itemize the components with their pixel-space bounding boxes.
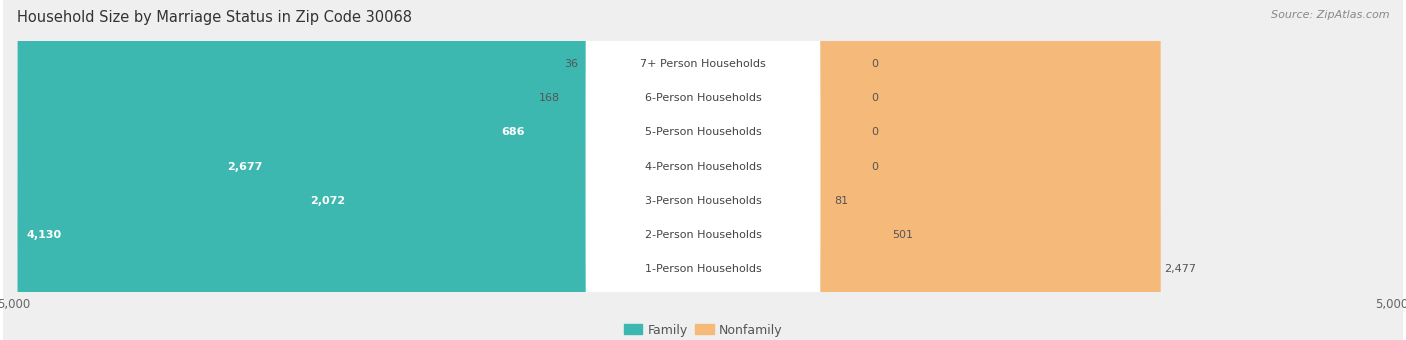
FancyBboxPatch shape [815,0,1161,340]
FancyBboxPatch shape [301,0,591,340]
FancyBboxPatch shape [3,0,1403,340]
FancyBboxPatch shape [3,0,1403,340]
Legend: Family, Nonfamily: Family, Nonfamily [619,319,787,340]
Text: 168: 168 [538,93,560,103]
Text: 36: 36 [564,59,578,69]
FancyBboxPatch shape [586,0,820,340]
Text: 1-Person Households: 1-Person Households [644,264,762,274]
FancyBboxPatch shape [3,0,1403,340]
Text: 3-Person Households: 3-Person Households [644,196,762,206]
Text: Household Size by Marriage Status in Zip Code 30068: Household Size by Marriage Status in Zip… [17,10,412,25]
FancyBboxPatch shape [17,0,591,340]
Text: 4-Person Households: 4-Person Households [644,162,762,172]
Text: 7+ Person Households: 7+ Person Households [640,59,766,69]
Text: 81: 81 [834,196,848,206]
FancyBboxPatch shape [586,0,820,340]
Text: 501: 501 [891,230,912,240]
FancyBboxPatch shape [3,0,1403,340]
Text: 6-Person Households: 6-Person Households [644,93,762,103]
Text: 2-Person Households: 2-Person Households [644,230,762,240]
Text: 0: 0 [872,59,879,69]
FancyBboxPatch shape [586,0,820,340]
Text: 686: 686 [501,128,524,137]
Text: 2,477: 2,477 [1164,264,1197,274]
FancyBboxPatch shape [564,0,591,340]
Text: 4,130: 4,130 [27,230,62,240]
FancyBboxPatch shape [815,0,868,340]
Text: 2,072: 2,072 [311,196,344,206]
FancyBboxPatch shape [218,0,591,340]
FancyBboxPatch shape [3,0,1403,340]
FancyBboxPatch shape [815,0,868,340]
FancyBboxPatch shape [586,0,820,340]
FancyBboxPatch shape [815,0,889,340]
Text: 5-Person Households: 5-Person Households [644,128,762,137]
FancyBboxPatch shape [492,0,591,340]
Text: 0: 0 [872,162,879,172]
Text: 0: 0 [872,128,879,137]
FancyBboxPatch shape [815,0,868,340]
FancyBboxPatch shape [586,0,820,340]
FancyBboxPatch shape [586,0,820,340]
FancyBboxPatch shape [586,0,820,340]
FancyBboxPatch shape [582,0,591,340]
Text: 0: 0 [872,93,879,103]
Text: 2,677: 2,677 [226,162,262,172]
FancyBboxPatch shape [815,0,831,340]
FancyBboxPatch shape [3,0,1403,340]
FancyBboxPatch shape [815,0,868,340]
Text: Source: ZipAtlas.com: Source: ZipAtlas.com [1271,10,1389,20]
FancyBboxPatch shape [3,0,1403,340]
